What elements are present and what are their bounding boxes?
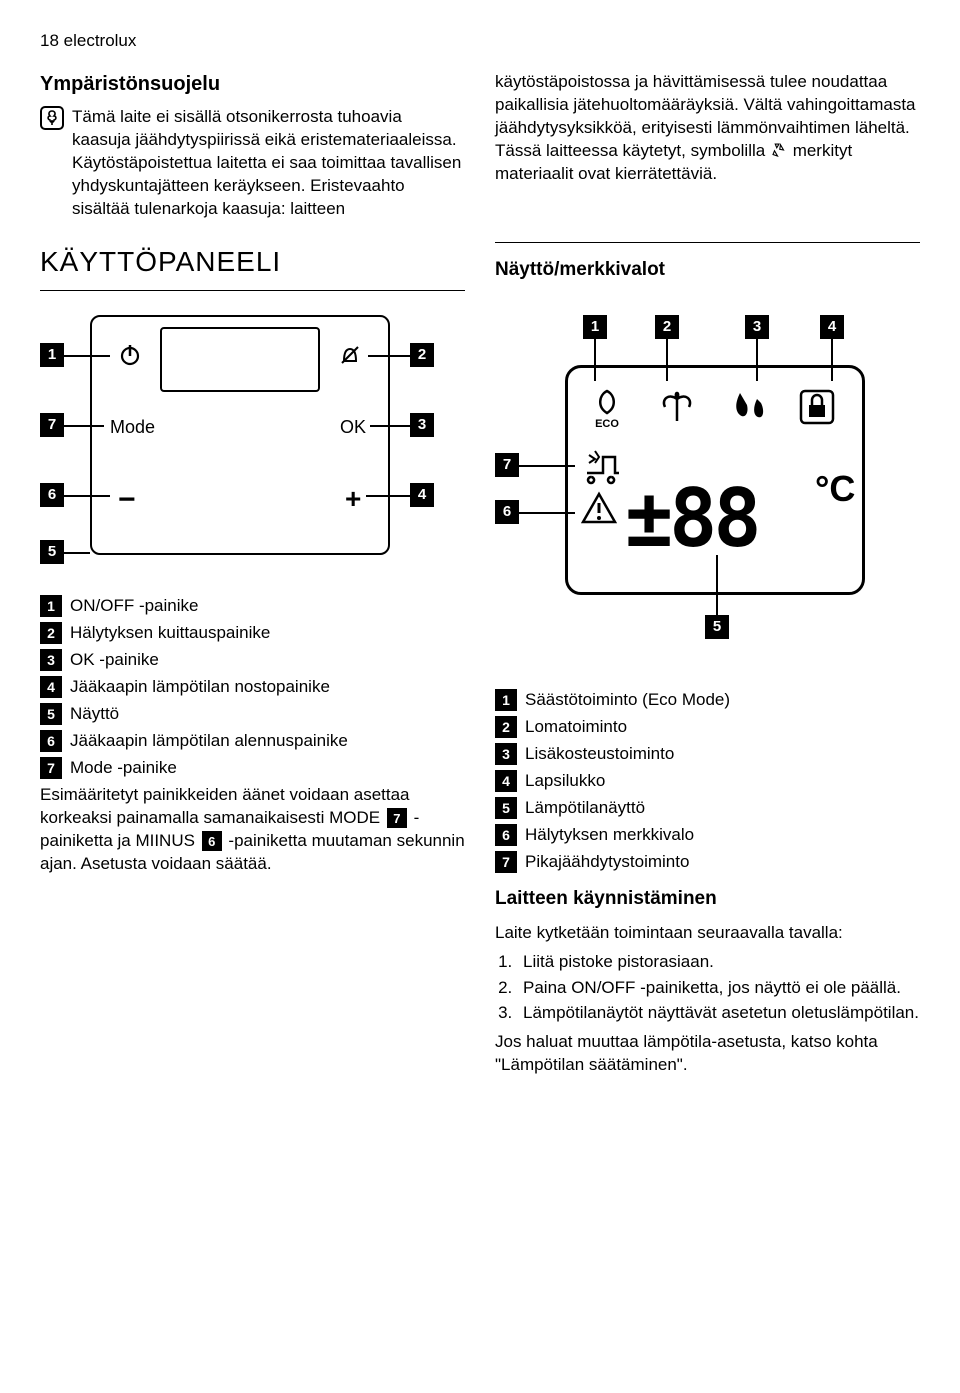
list-item: 5Näyttö (40, 703, 465, 726)
callout-6: 6 (40, 483, 64, 507)
list-item: 6Hälytyksen merkkivalo (495, 824, 920, 847)
d-callout-5: 5 (705, 615, 729, 639)
eco-icon: ECO (585, 385, 629, 436)
start-outro: Jos haluat muuttaa lämpötila-asetusta, k… (495, 1031, 920, 1077)
list-item: 1ON/OFF -painike (40, 595, 465, 618)
d-callout-3: 3 (745, 315, 769, 339)
d-callout-2: 2 (655, 315, 679, 339)
d-callout-7: 7 (495, 453, 519, 477)
callout-1: 1 (40, 343, 64, 367)
humidity-icon (725, 385, 769, 436)
d-callout-6: 6 (495, 500, 519, 524)
right-display-col: 1 2 3 4 ECO (495, 305, 920, 1081)
d-callout-4: 4 (820, 315, 844, 339)
temperature-display: ±88 (625, 465, 758, 573)
mode-label: Mode (110, 415, 155, 439)
step-item: Paina ON/OFF -painiketta, jos näyttö ei … (517, 977, 920, 1000)
list-item: 5Lämpötilanäyttö (495, 797, 920, 820)
list-item: 3OK -painike (40, 649, 465, 672)
panel-title: KÄYTTÖPANEELI (40, 243, 465, 281)
list-item: 2Lomatoiminto (495, 716, 920, 739)
list-item: 4Jääkaapin lämpötilan nostopainike (40, 676, 465, 699)
ok-label: OK (340, 415, 366, 439)
callout-2: 2 (410, 343, 434, 367)
start-steps: Liitä pistoke pistorasiaan. Paina ON/OFF… (517, 951, 920, 1026)
list-item: 6Jääkaapin lämpötilan alennuspainike (40, 730, 465, 753)
list-item: 7Mode -painike (40, 757, 465, 780)
start-intro: Laite kytketään toimintaan seuraavalla t… (495, 922, 920, 945)
power-icon (118, 343, 142, 375)
panel-note: Esimääritetyt painikkeiden äänet voidaan… (40, 784, 465, 876)
panel-item-list: 1ON/OFF -painike 2Hälytyksen kuittauspai… (40, 595, 465, 780)
d-callout-1: 1 (583, 315, 607, 339)
start-title: Laitteen käynnistäminen (495, 886, 920, 912)
list-item: 7Pikajäähdytystoiminto (495, 851, 920, 874)
col-right: käytöstäpoistossa ja hävittämisessä tule… (495, 71, 920, 305)
step-item: Lämpötilanäytöt näyttävät asetetun oletu… (517, 1002, 920, 1025)
warning-icon (581, 490, 617, 533)
callout-3: 3 (410, 413, 434, 437)
env-para2: käytöstäpoistossa ja hävittämisessä tule… (495, 71, 920, 186)
page-header: 18 electrolux (40, 30, 920, 53)
display-item-list: 1Säästötoiminto (Eco Mode) 2Lomatoiminto… (495, 689, 920, 874)
display-subhead: Näyttö/merkkivalot (495, 257, 920, 283)
divider2 (495, 242, 920, 243)
control-panel-diagram: Mode OK − + 1 7 6 5 2 3 4 (40, 315, 440, 575)
diagram-columns: Mode OK − + 1 7 6 5 2 3 4 1ON/OFF -paini… (40, 305, 920, 1081)
env-title: Ympäristönsuojelu (40, 71, 465, 98)
env-para1: Tämä laite ei sisällä otsonikerrosta tuh… (72, 106, 465, 221)
divider (40, 290, 465, 291)
step-item: Liitä pistoke pistorasiaan. (517, 951, 920, 974)
childlock-icon (795, 385, 839, 436)
svg-text:ECO: ECO (595, 418, 619, 429)
degree-c: °C (815, 465, 855, 514)
left-panel-col: Mode OK − + 1 7 6 5 2 3 4 1ON/OFF -paini… (40, 305, 465, 1081)
recycle-icon (770, 140, 788, 163)
callout-5: 5 (40, 540, 64, 564)
display-diagram: 1 2 3 4 ECO (495, 315, 895, 675)
ref-6: 6 (202, 831, 222, 851)
flower-icon (40, 106, 64, 137)
list-item: 3Lisäkosteustoiminto (495, 743, 920, 766)
fastfreeze-icon (581, 445, 621, 492)
plus-icon: + (345, 480, 361, 518)
ref-7: 7 (387, 808, 407, 828)
intro-columns: Ympäristönsuojelu Tämä laite ei sisällä … (40, 71, 920, 305)
list-item: 1Säästötoiminto (Eco Mode) (495, 689, 920, 712)
col-left: Ympäristönsuojelu Tämä laite ei sisällä … (40, 71, 465, 305)
list-item: 2Hälytyksen kuittauspainike (40, 622, 465, 645)
callout-7: 7 (40, 413, 64, 437)
callout-4: 4 (410, 483, 434, 507)
list-item: 4Lapsilukko (495, 770, 920, 793)
holiday-icon (655, 385, 699, 436)
minus-icon: − (118, 480, 136, 521)
alarm-ack-icon (338, 343, 362, 375)
